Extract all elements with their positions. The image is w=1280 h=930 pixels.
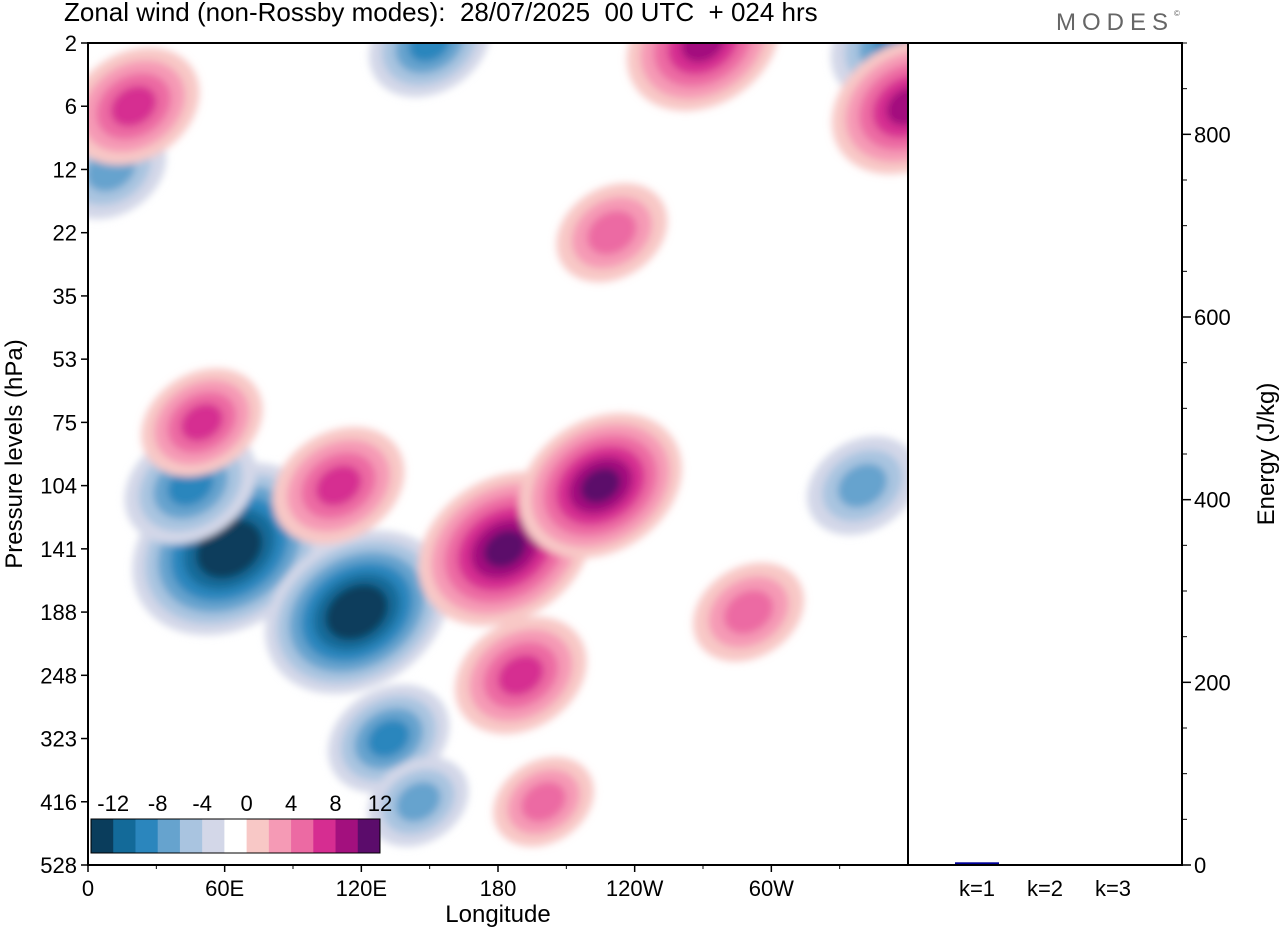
energy-tick-label: 800: [1194, 122, 1231, 147]
y-tick-label: 75: [53, 410, 77, 435]
energy-tick-label: 400: [1194, 488, 1231, 513]
contour-westerly-blob: [667, 43, 739, 75]
copyright-mark: ©: [1174, 9, 1180, 18]
contour-westerly-blob: [483, 530, 526, 568]
chart-title: Zonal wind (non-Rossby modes): 28/07/202…: [64, 0, 818, 27]
heatmap-blobs: [88, 43, 908, 847]
contour-westerly-blob: [497, 654, 544, 696]
contour-westerly-blob: [110, 85, 157, 127]
colorbar-swatch: [135, 819, 159, 853]
x-tick-label: 60E: [205, 876, 244, 901]
x-tick-label: 180: [480, 876, 517, 901]
contour-westerly-blob: [587, 210, 637, 255]
contour-easterly-blob: [837, 463, 888, 508]
contour-easterly-blob: [337, 594, 377, 630]
contour-westerly-blob: [681, 43, 725, 63]
contour-easterly-blob: [367, 719, 410, 758]
energy-bar-k1: [955, 862, 999, 865]
energy-axis-title: Energy (J/kg): [1253, 383, 1280, 526]
contour-westerly-blob: [872, 74, 908, 138]
modes-logo: MODES©: [1056, 9, 1180, 37]
colorbar-swatch: [313, 819, 336, 853]
y-tick-label: 528: [40, 853, 77, 878]
y-tick-label: 6: [65, 94, 77, 119]
colorbar-swatch: [357, 819, 381, 853]
colorbar-frame: [90, 818, 381, 854]
contour-westerly-blob: [315, 465, 362, 506]
y-tick-label: 248: [40, 663, 77, 688]
colorbar-swatch: [224, 819, 248, 853]
heatmap-field: [88, 43, 908, 847]
colorbar-label: -8: [148, 791, 168, 816]
colorbar-swatch: [291, 819, 314, 853]
y-tick-label: 104: [40, 474, 77, 499]
colorbar-label: 8: [329, 791, 341, 816]
y-tick-label: 2: [65, 31, 77, 56]
colorbar-swatch: [268, 819, 292, 853]
colorbar-label: 0: [240, 791, 252, 816]
energy-tick-label: 200: [1194, 670, 1231, 695]
y-tick-label: 35: [53, 284, 77, 309]
colorbar-label: -4: [192, 791, 212, 816]
y-tick-label: 12: [53, 157, 77, 182]
contour-westerly-blob: [886, 86, 908, 126]
colorbar-swatch: [202, 819, 225, 853]
x-tick-label: 0: [82, 876, 94, 901]
y-tick-label: 141: [40, 537, 77, 562]
contour-westerly-blob: [723, 590, 774, 635]
energy-category-label: k=1: [959, 876, 995, 901]
colorbar-label: -12: [97, 791, 129, 816]
contour-easterly-blob: [395, 781, 441, 822]
colorbar-swatch: [113, 819, 136, 853]
energy-category-label: k=2: [1027, 876, 1063, 901]
contour-westerly-blob: [180, 403, 223, 442]
colorbar-swatch: [157, 819, 181, 853]
y-tick-label: 416: [40, 790, 77, 815]
energy-tick-label: 0: [1194, 853, 1206, 878]
energy-category-label: k=3: [1095, 876, 1131, 901]
contour-easterly-blob: [208, 530, 250, 568]
y-tick-label: 323: [40, 727, 77, 752]
y-tick-label: 53: [53, 347, 77, 372]
x-tick-label: 120E: [336, 876, 387, 901]
colorbar-swatch: [246, 819, 270, 853]
y-tick-label: 22: [53, 221, 77, 246]
energy-tick-label: 600: [1194, 305, 1231, 330]
x-tick-label: 120W: [606, 876, 664, 901]
contour-westerly-blob: [580, 468, 621, 504]
colorbar-swatch: [335, 819, 359, 853]
y-tick-label: 188: [40, 600, 77, 625]
x-tick-label: 60W: [749, 876, 794, 901]
brand-name: MODES: [1056, 9, 1175, 36]
energy-frame: [907, 42, 1183, 866]
colorbar: -12 -8 -4 0 4 8 12: [90, 791, 392, 854]
colorbar-label: 4: [285, 791, 297, 816]
colorbar-swatch: [91, 819, 114, 853]
x-axis-title: Longitude: [445, 901, 550, 928]
contour-westerly-blob: [521, 781, 566, 822]
colorbar-swatch: [179, 819, 203, 853]
energy-axes: k=1 k=2 k=3 0 200 400 600 800: [959, 42, 1231, 901]
y-axis-title: Pressure levels (hPa): [1, 339, 28, 568]
colorbar-label: 12: [368, 791, 392, 816]
